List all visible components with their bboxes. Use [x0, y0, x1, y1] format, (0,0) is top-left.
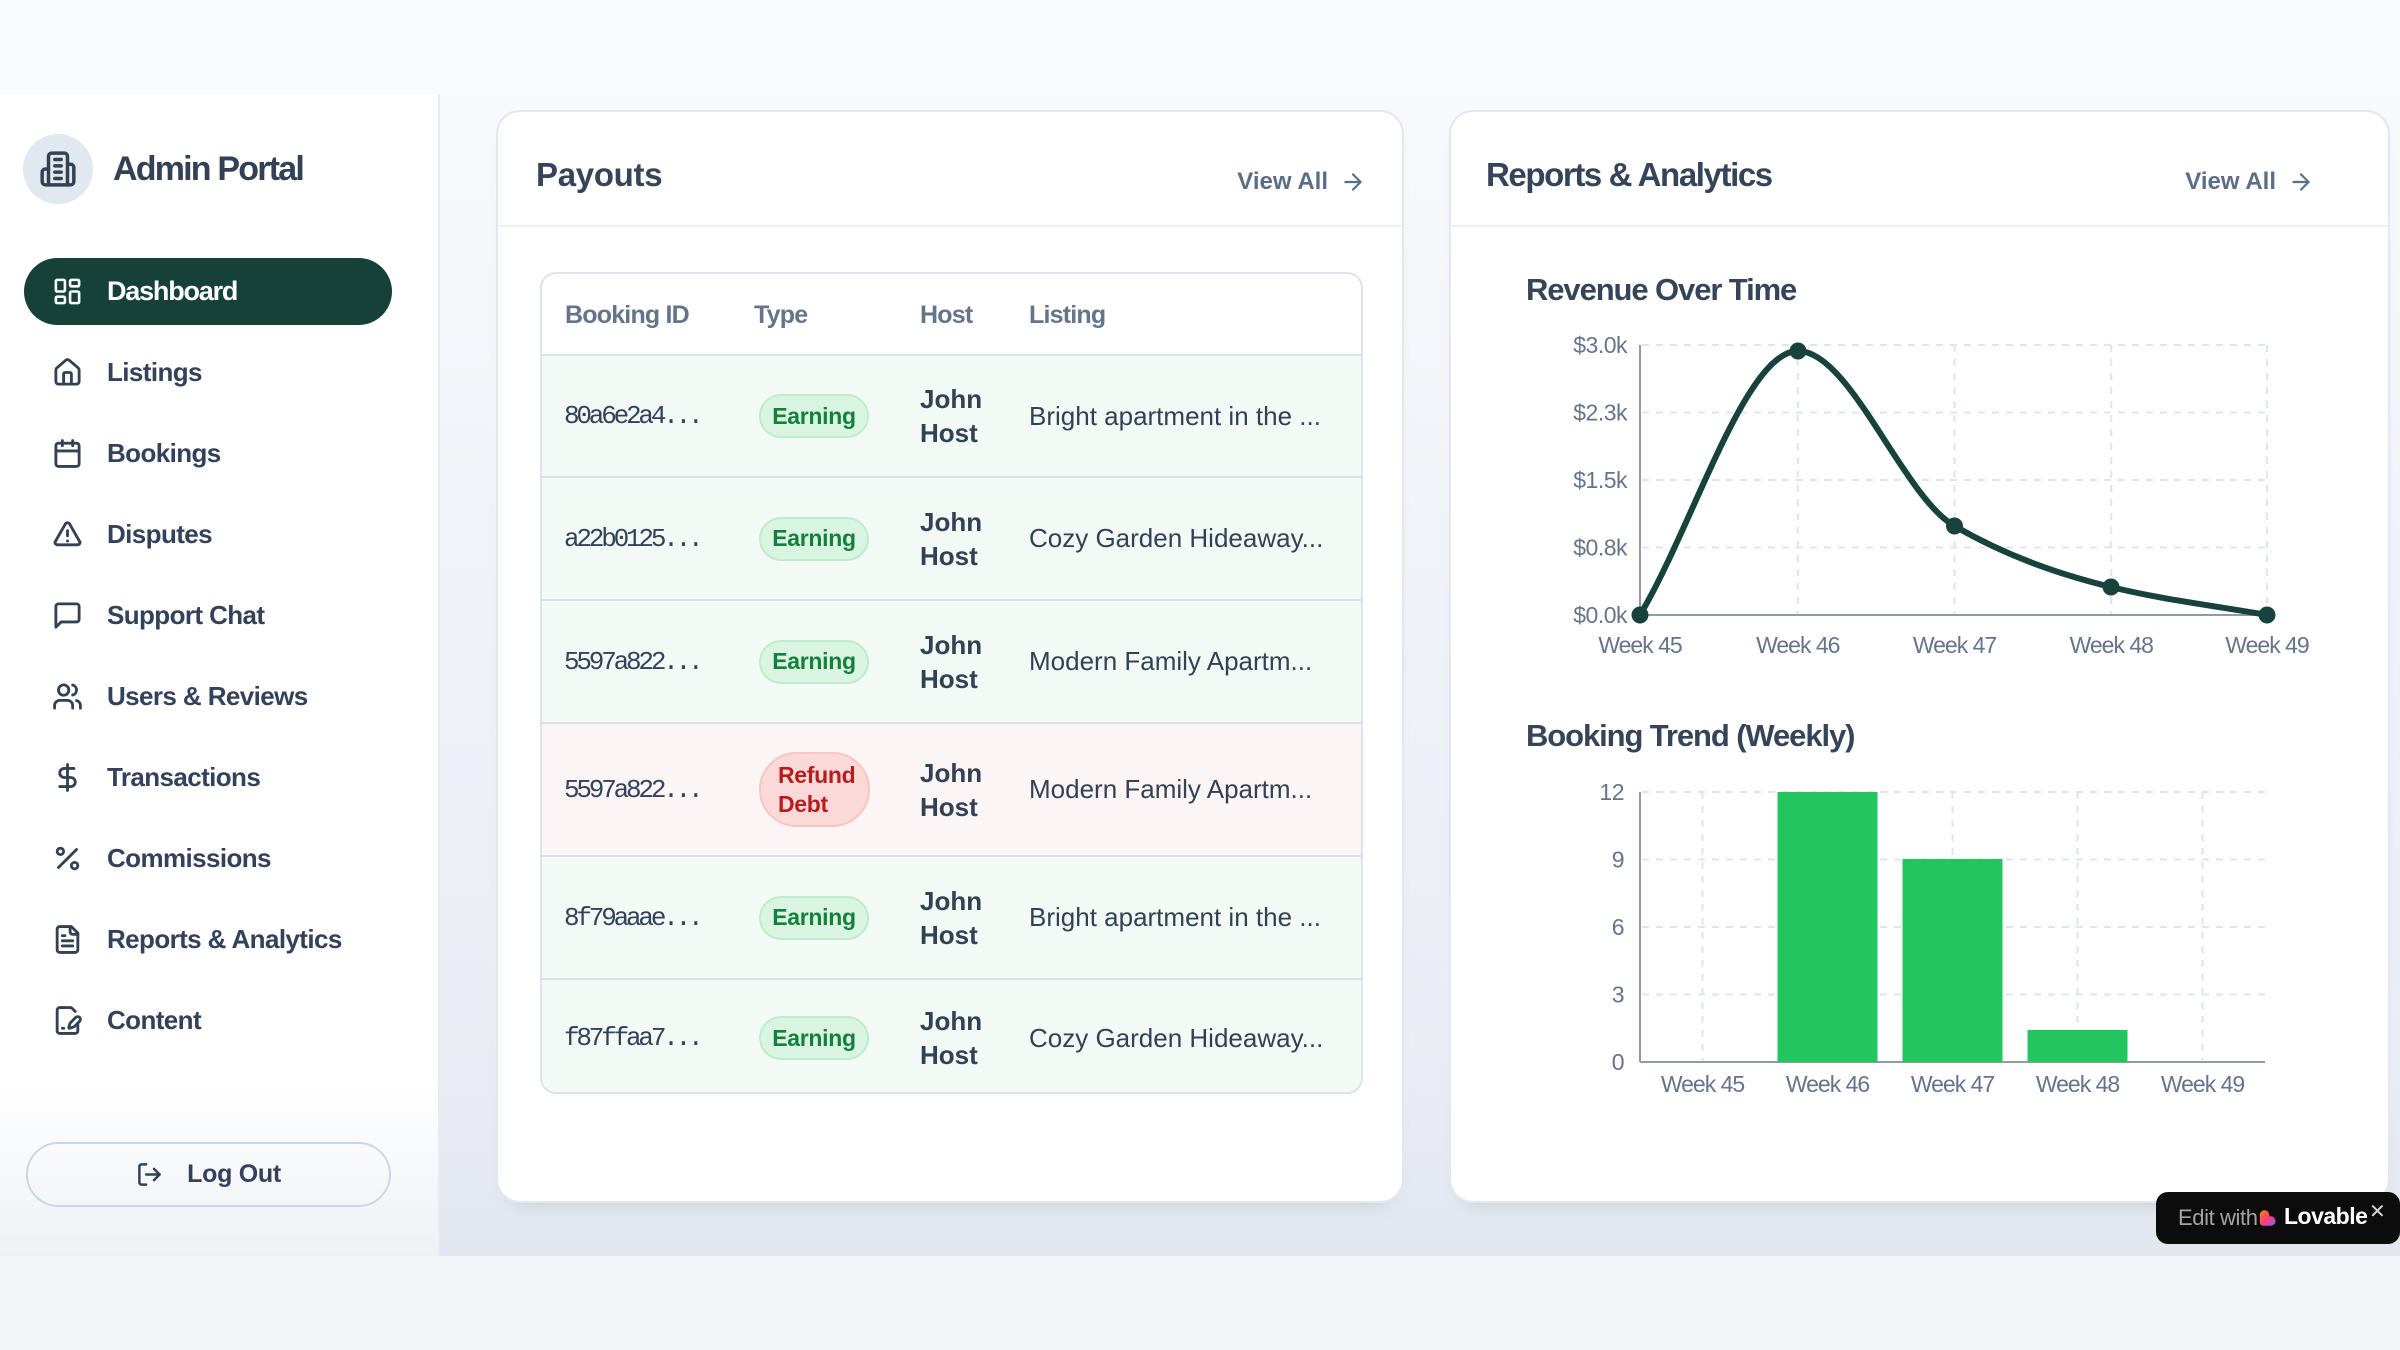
svg-text:3: 3	[1612, 982, 1624, 1008]
svg-text:$3.0k: $3.0k	[1573, 332, 1628, 358]
svg-text:Week 46: Week 46	[1756, 632, 1840, 658]
svg-text:$1.5k: $1.5k	[1573, 467, 1628, 493]
svg-text:Week 46: Week 46	[1786, 1071, 1870, 1097]
svg-text:6: 6	[1612, 914, 1624, 940]
svg-text:Week 45: Week 45	[1598, 632, 1682, 658]
svg-text:Week 49: Week 49	[2225, 632, 2309, 658]
svg-text:$0.8k: $0.8k	[1573, 535, 1628, 561]
svg-text:0: 0	[1612, 1049, 1624, 1075]
svg-text:$2.3k: $2.3k	[1573, 400, 1628, 426]
svg-text:Week 48: Week 48	[2036, 1071, 2120, 1097]
svg-text:Week 47: Week 47	[1913, 632, 1997, 658]
svg-text:Week 48: Week 48	[2070, 632, 2154, 658]
svg-text:9: 9	[1612, 847, 1624, 873]
svg-text:Week 49: Week 49	[2161, 1071, 2245, 1097]
svg-text:12: 12	[1599, 779, 1624, 805]
svg-text:Week 45: Week 45	[1661, 1071, 1745, 1097]
svg-text:Week 47: Week 47	[1911, 1071, 1995, 1097]
svg-text:$0.0k: $0.0k	[1573, 602, 1628, 628]
